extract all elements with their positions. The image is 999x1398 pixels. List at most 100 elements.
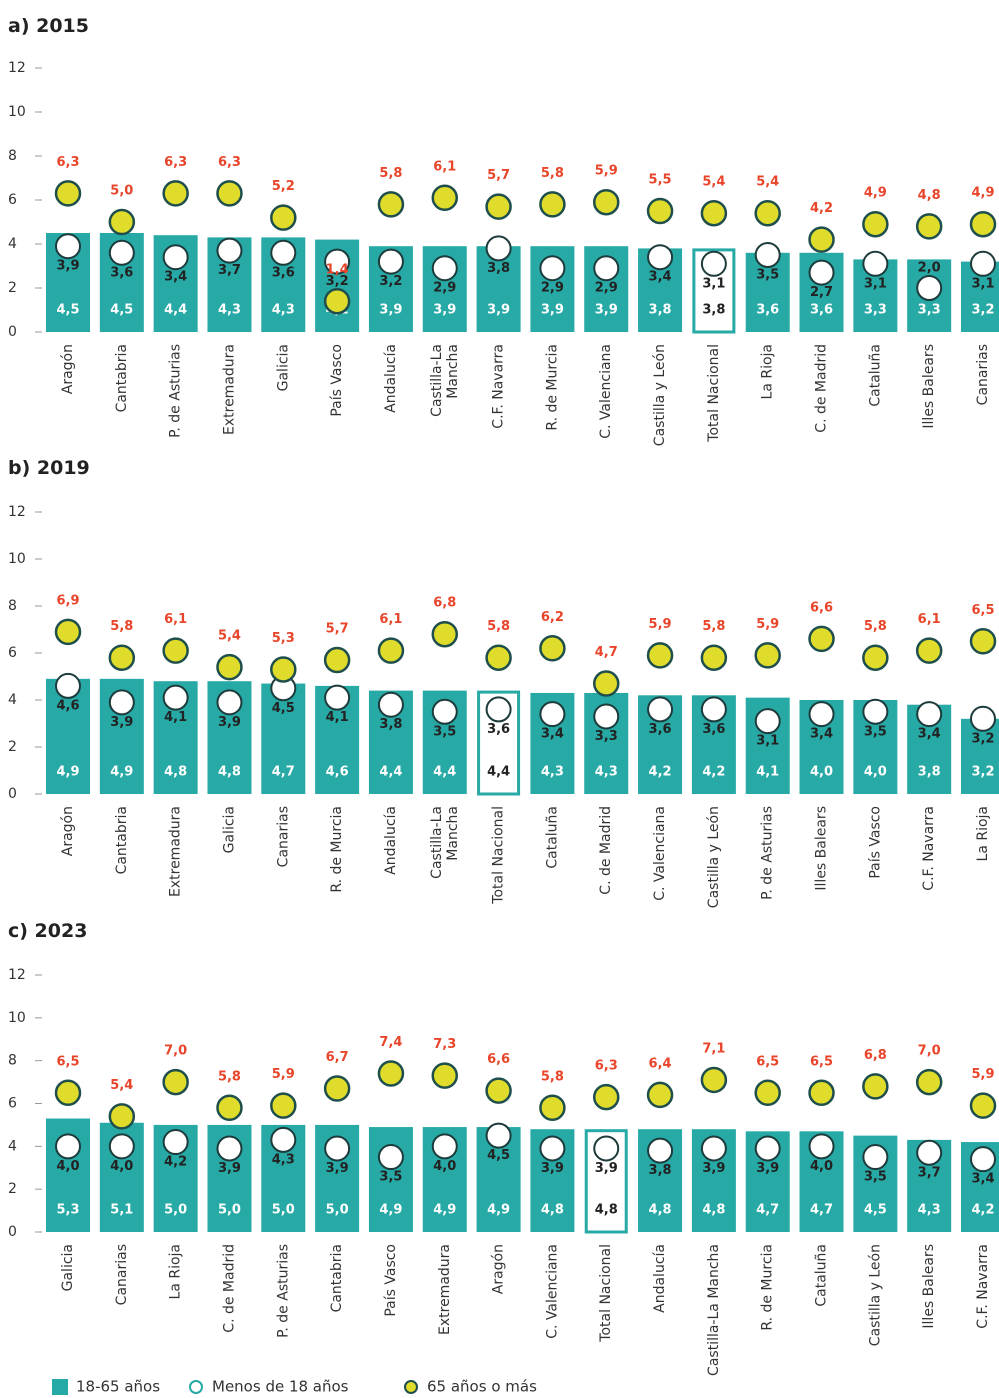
x-tick-label: Aragón (60, 344, 76, 394)
under-18-dot (216, 689, 243, 716)
over-65-value-label: 5,5 (649, 173, 672, 188)
under-18-dot (916, 1139, 943, 1166)
x-tick-label: Canarias (114, 1244, 130, 1305)
over-65-dot (431, 1062, 459, 1089)
chart-title: c) 2023 (8, 920, 87, 942)
over-65-value-label: 6,4 (649, 1056, 672, 1071)
bar-value-label: 5,0 (272, 1203, 295, 1218)
bar-value-label: 4,5 (110, 303, 133, 318)
under-18-value-label: 3,9 (218, 1161, 241, 1176)
bar-value-label: 4,9 (56, 765, 79, 780)
over-65-value-label: 6,2 (541, 610, 564, 625)
under-18-dot (55, 672, 81, 699)
under-18-dot (216, 1135, 243, 1162)
over-65-value-label: 4,7 (595, 645, 618, 660)
under-18-value-label: 2,9 (595, 281, 618, 296)
x-tick-label: Canarias (975, 344, 991, 405)
bar-value-label: 5,1 (110, 1203, 133, 1218)
bar-value-label: 4,3 (272, 303, 295, 318)
x-tick-label: C. de Madrid (814, 344, 830, 433)
bar-value-label: 4,3 (218, 303, 241, 318)
under-18-dot (754, 242, 781, 268)
over-65-value-label: 5,0 (110, 184, 133, 199)
under-18-dot (108, 239, 135, 266)
over-65-value-label: 7,0 (918, 1044, 941, 1059)
over-65-dot (754, 642, 781, 669)
x-tick-label: Castilla-LaMancha (429, 344, 461, 417)
under-18-value-label: 3,6 (649, 722, 672, 737)
under-18-value-label: 3,5 (756, 268, 779, 283)
under-18-dot (593, 703, 620, 730)
over-65-value-label: 5,7 (487, 168, 510, 183)
over-65-value-label: 7,0 (164, 1044, 187, 1059)
x-tick-label: R. de Murcia (329, 806, 345, 893)
under-18-dot (431, 1133, 458, 1160)
over-65-dot (377, 1060, 405, 1087)
over-65-dot (539, 191, 566, 218)
under-18-dot (324, 1135, 351, 1162)
x-tick-label: Galicia (60, 1244, 76, 1291)
under-18-dot (162, 1129, 189, 1156)
over-65-value-label: 6,8 (864, 1048, 887, 1063)
x-tick-label: Castilla-La Mancha (706, 1244, 722, 1376)
under-18-value-label: 3,6 (487, 722, 510, 737)
y-tick-label: 8 (8, 598, 17, 614)
under-18-dot (754, 1135, 781, 1162)
under-18-value-label: 3,3 (595, 729, 618, 744)
bar-value-label: 4,8 (595, 1203, 618, 1218)
over-65-dot (54, 618, 82, 646)
under-18-value-label: 3,5 (433, 724, 456, 739)
over-65-value-label: 5,9 (272, 1067, 295, 1082)
over-65-value-label: 5,2 (272, 179, 295, 194)
x-tick-label: C.F. Navarra (975, 1244, 991, 1329)
legend-swatch (404, 1380, 418, 1394)
x-tick-label: Castilla-LaMancha (429, 806, 461, 879)
bar-value-label: 4,9 (379, 1203, 402, 1218)
under-18-dot (970, 250, 996, 277)
bar-value-label: 4,9 (433, 1203, 456, 1218)
over-65-dot (862, 1073, 889, 1100)
bar-value-label: 4,6 (326, 765, 349, 780)
over-65-dot (377, 191, 405, 218)
under-18-dot (647, 696, 674, 723)
under-18-value-label: 3,9 (56, 259, 79, 274)
over-65-dot (915, 213, 943, 240)
y-tick-label: 0 (8, 786, 17, 802)
over-65-dot (270, 1092, 297, 1119)
over-65-dot (646, 642, 674, 669)
x-tick-label: Andalucía (383, 344, 399, 413)
under-18-dot (539, 701, 566, 728)
y-tick-label: 2 (8, 739, 17, 755)
under-18-dot (162, 684, 189, 711)
x-tick-label: Extremadura (437, 1244, 453, 1335)
x-tick-label: País Vasco (867, 806, 883, 879)
x-tick-label: Cataluña (867, 344, 883, 407)
over-65-dot (323, 287, 351, 315)
y-tick-label: 4 (8, 1138, 17, 1154)
over-65-dot (485, 644, 512, 671)
over-65-dot (700, 1066, 728, 1094)
over-65-dot (108, 208, 136, 236)
over-65-value-label: 5,4 (110, 1078, 133, 1093)
bar-value-label: 4,3 (918, 1203, 941, 1218)
under-18-value-label: 2,0 (918, 261, 941, 276)
over-65-value-label: 6,7 (326, 1050, 349, 1065)
over-65-dot (915, 1068, 943, 1096)
over-65-value-label: 6,8 (433, 596, 456, 611)
x-tick-label: Galicia (275, 344, 291, 391)
over-65-value-label: 6,6 (487, 1052, 510, 1067)
over-65-value-label: 6,5 (56, 1054, 79, 1069)
bar-value-label: 3,2 (971, 303, 994, 318)
under-18-value-label: 4,3 (272, 1152, 295, 1167)
over-65-value-label: 5,4 (756, 175, 779, 190)
under-18-dot (970, 705, 996, 732)
x-tick-label: C. Valenciana (652, 806, 668, 901)
bar-value-label: 4,5 (56, 303, 79, 318)
bar-value-label: 4,3 (595, 765, 618, 780)
bar-value-label: 3,9 (379, 303, 402, 318)
x-tick-label: Cantabria (114, 806, 130, 874)
under-18-dot (55, 233, 81, 260)
under-18-dot (647, 244, 674, 271)
bar-value-label: 5,0 (218, 1203, 241, 1218)
bar-value-label: 4,5 (864, 1203, 887, 1218)
